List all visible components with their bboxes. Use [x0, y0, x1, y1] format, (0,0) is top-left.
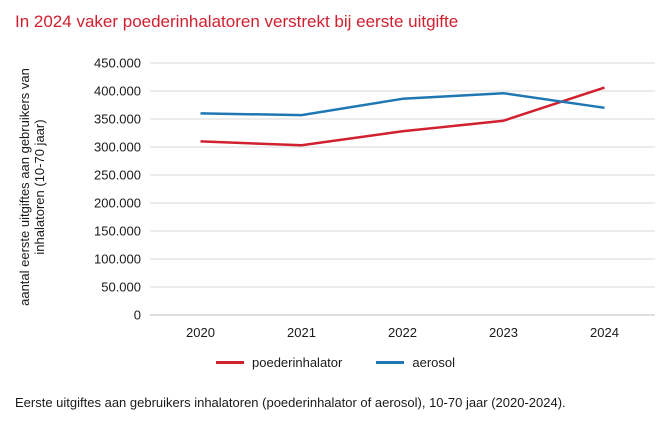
y-tick-label: 150.000 [94, 224, 141, 239]
legend-label-poederinhalator: poederinhalator [252, 355, 343, 370]
series-line-poederinhalator [200, 86, 605, 147]
x-tick-label: 2024 [590, 325, 619, 340]
chart-title: In 2024 vaker poederinhalatoren verstrek… [15, 12, 459, 31]
x-tick-label: 2021 [287, 325, 316, 340]
y-tick-label: 350.000 [94, 112, 141, 127]
x-tick-label: 2020 [186, 325, 215, 340]
x-tick-labels: 2020 2021 2022 2023 2024 [186, 325, 619, 340]
legend-swatch-poederinhalator [216, 361, 244, 364]
x-tick-label: 2022 [388, 325, 417, 340]
y-tick-labels: 0 50.000 100.000 150.000 200.000 250.000 300.0… [94, 56, 141, 323]
legend-item-poederinhalator: poederinhalator [216, 355, 342, 370]
y-tick-label: 200.000 [94, 196, 141, 211]
gridlines [150, 62, 655, 316]
y-tick-label: 300.000 [94, 140, 141, 155]
chart-caption: Eerste uitgiftes aan gebruikers inhalato… [15, 395, 566, 410]
legend-swatch-aerosol [376, 361, 405, 364]
x-tick-label: 2023 [489, 325, 518, 340]
y-tick-label: 100.000 [94, 252, 141, 267]
y-tick-label: 0 [134, 308, 141, 323]
legend-item-aerosol: aerosol [376, 355, 455, 370]
series-lines [200, 86, 605, 147]
y-tick-label: 450.000 [94, 56, 141, 71]
y-tick-label: 50.000 [101, 280, 141, 295]
series-line-aerosol [200, 91, 605, 117]
legend: poederinhalator aerosol [0, 355, 671, 370]
legend-label-aerosol: aerosol [412, 355, 455, 370]
y-tick-label: 400.000 [94, 84, 141, 99]
y-tick-label: 250.000 [94, 168, 141, 183]
line-chart: 0 50.000 100.000 150.000 200.000 250.000 300.0… [94, 56, 655, 340]
